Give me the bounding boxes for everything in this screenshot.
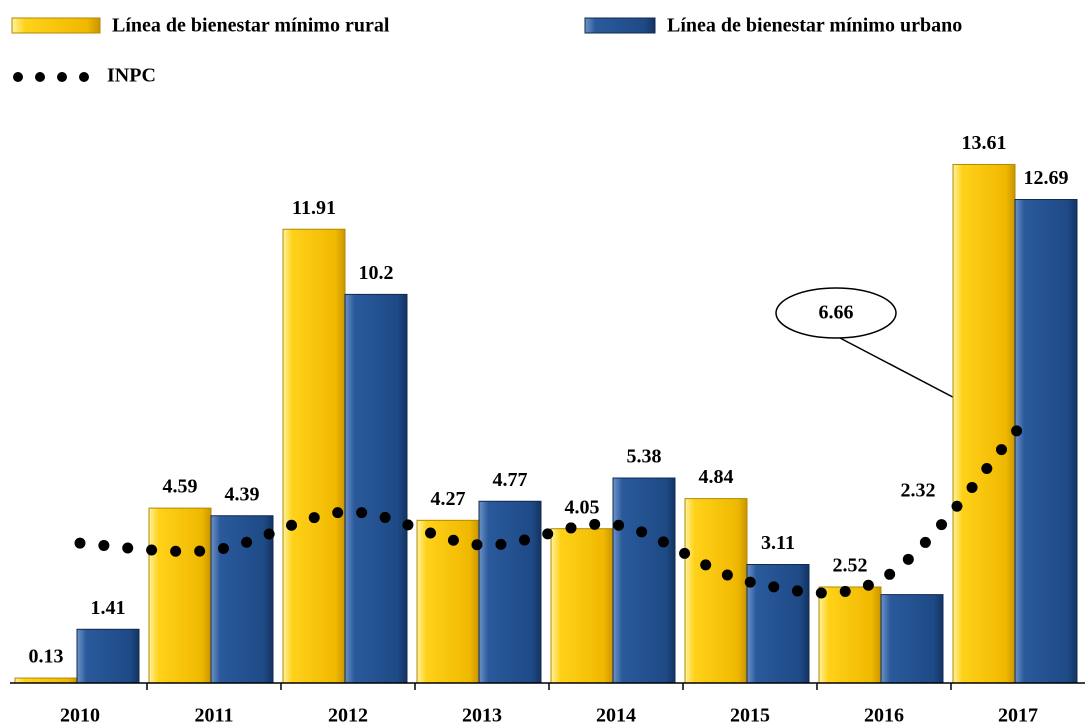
bar bbox=[746, 564, 810, 684]
value-label: 5.38 bbox=[627, 446, 662, 468]
legend-label: Línea de bienestar mínimo rural bbox=[112, 15, 390, 37]
callout bbox=[775, 287, 897, 339]
legend: Línea de bienestar mínimo rural Línea de… bbox=[11, 15, 962, 87]
bar bbox=[952, 163, 1016, 684]
bar bbox=[478, 500, 542, 684]
legend-swatch bbox=[11, 17, 101, 34]
value-label: 4.59 bbox=[163, 476, 198, 498]
bar bbox=[684, 498, 748, 684]
legend-swatch bbox=[584, 17, 656, 34]
value-label: 2.52 bbox=[833, 555, 868, 577]
bar bbox=[1014, 199, 1078, 684]
x-tick-label: 2011 bbox=[195, 705, 234, 727]
value-label: 13.61 bbox=[962, 132, 1007, 154]
x-tick-label: 2017 bbox=[998, 705, 1038, 727]
value-label: 2.32 bbox=[901, 480, 936, 502]
callout-label: 6.66 bbox=[819, 302, 854, 324]
value-label: 4.39 bbox=[225, 483, 260, 505]
legend-label: INPC bbox=[107, 65, 156, 87]
bar bbox=[612, 477, 676, 684]
value-label: 4.84 bbox=[699, 466, 734, 488]
bar bbox=[416, 519, 480, 684]
value-label: 10.2 bbox=[359, 262, 394, 284]
value-label: 4.05 bbox=[565, 496, 600, 518]
value-label: 0.13 bbox=[29, 646, 64, 668]
value-label: 12.69 bbox=[1024, 167, 1069, 189]
value-label: 4.27 bbox=[431, 488, 466, 510]
x-tick-label: 2010 bbox=[60, 705, 100, 727]
value-label: 4.77 bbox=[493, 469, 528, 491]
x-tick-label: 2015 bbox=[730, 705, 770, 727]
value-label: 3.11 bbox=[761, 532, 795, 554]
x-tick-label: 2012 bbox=[328, 705, 368, 727]
bar bbox=[550, 528, 614, 684]
bar bbox=[76, 628, 140, 684]
bar bbox=[148, 507, 212, 684]
bar bbox=[344, 293, 408, 684]
x-tick-label: 2016 bbox=[864, 705, 904, 727]
bar bbox=[880, 594, 944, 684]
legend-label: Línea de bienestar mínimo urbano bbox=[667, 15, 962, 37]
bar bbox=[818, 586, 882, 684]
value-label: 11.91 bbox=[292, 197, 336, 219]
value-label: 1.41 bbox=[91, 597, 126, 619]
x-tick-label: 2013 bbox=[462, 705, 502, 727]
bar bbox=[282, 228, 346, 684]
x-tick-label: 2014 bbox=[596, 705, 636, 727]
